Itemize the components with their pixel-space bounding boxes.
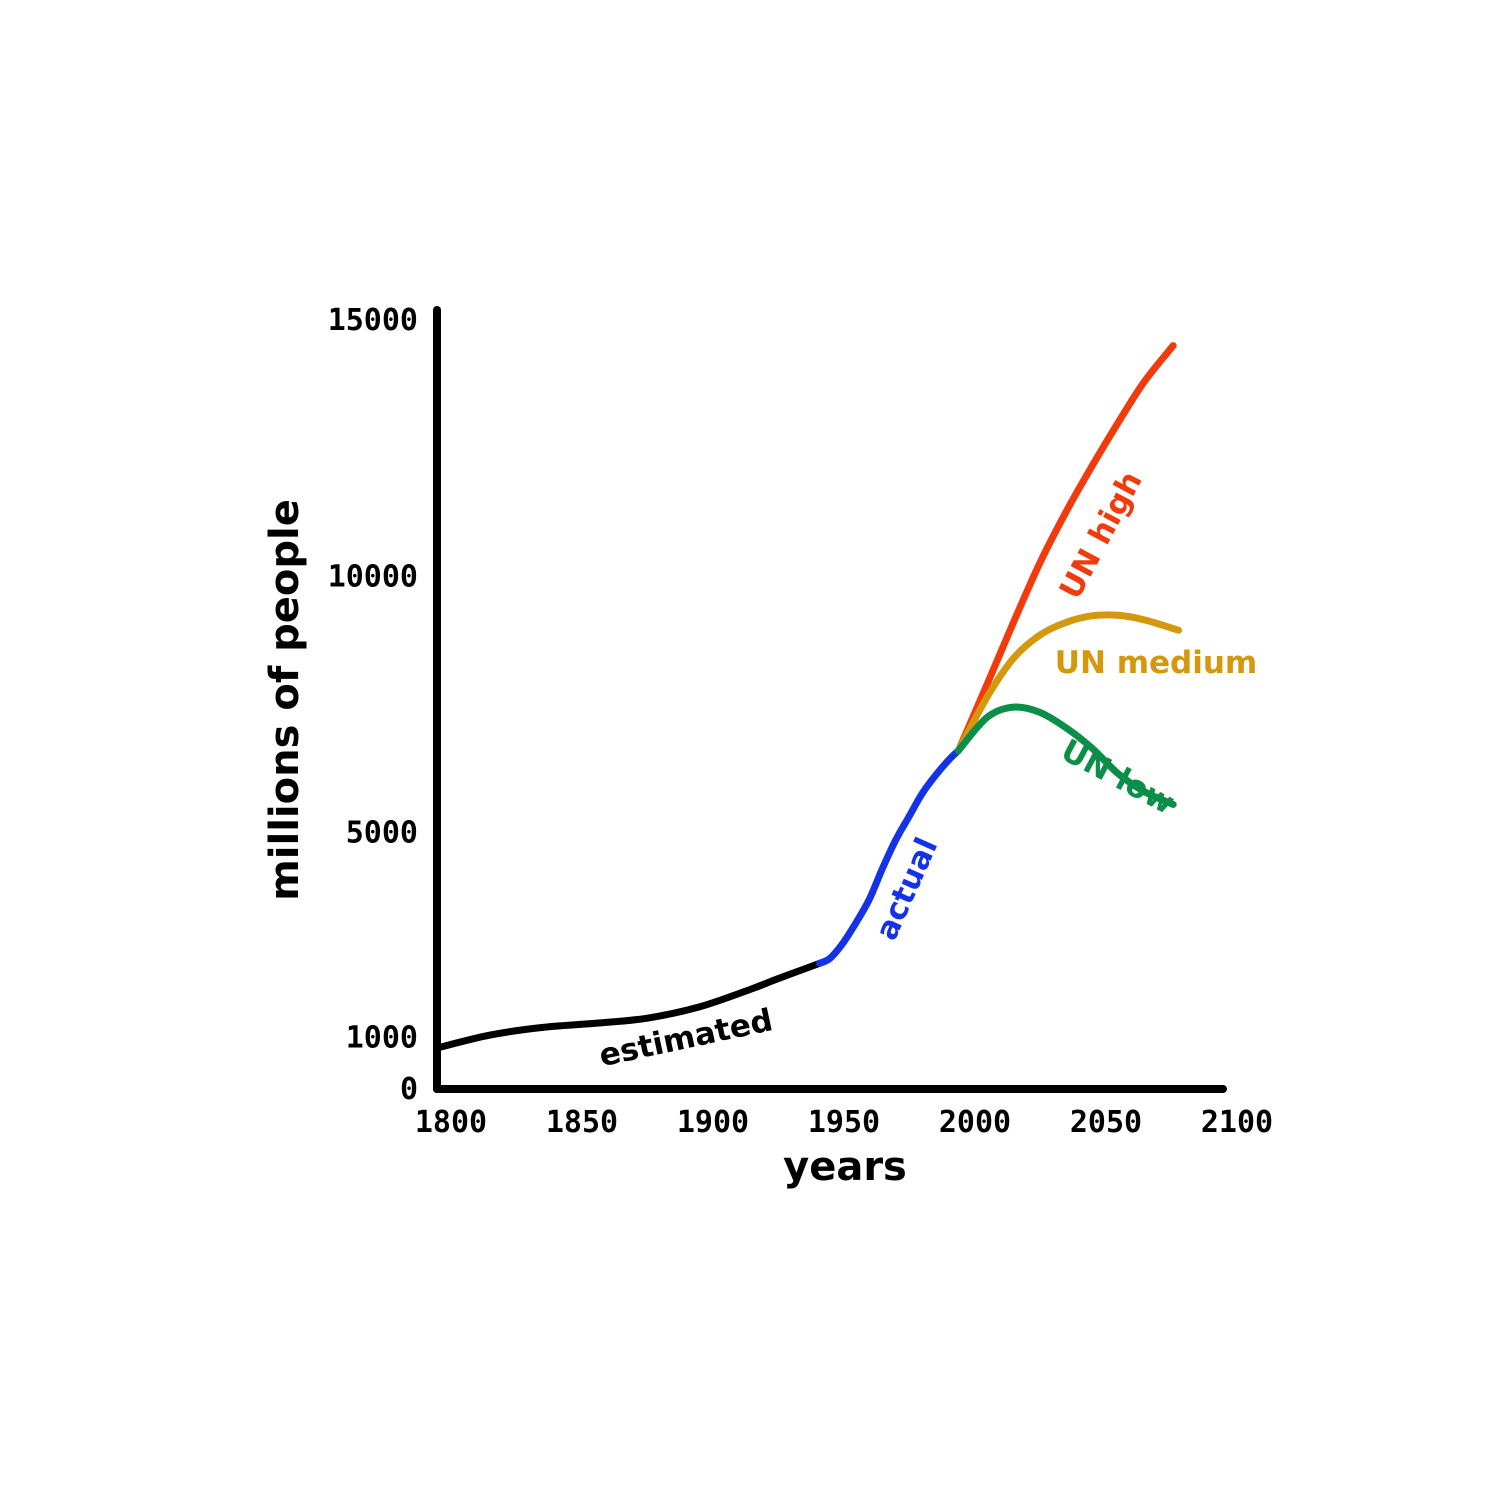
x-tick-label: 2100: [1201, 1105, 1273, 1140]
x-axis-title: years: [783, 1144, 907, 1190]
series-line-un-low: [954, 703, 1177, 808]
x-tick-label: 1900: [677, 1105, 749, 1140]
series-label-un-medium: UN medium: [1055, 645, 1257, 681]
y-tick-label: 0: [400, 1072, 418, 1107]
x-tick-label: 1800: [415, 1105, 487, 1140]
y-tick-label: 10000: [328, 559, 418, 594]
y-tick-labels: 0 1000 5000 10000 15000: [328, 303, 418, 1107]
y-tick-label: 1000: [346, 1021, 418, 1056]
series-line-actual: [816, 747, 962, 967]
x-tick-labels: 1800 1850 1900 1950 2000 2050 2100: [415, 1105, 1273, 1140]
series-line-estimated: [433, 959, 823, 1052]
y-tick-label: 5000: [346, 816, 418, 851]
series-label-un-low: UN low: [1055, 733, 1180, 822]
y-tick-label: 15000: [328, 303, 418, 338]
series-line-un-high: [954, 342, 1177, 755]
series-label-un-high: UN high: [1053, 466, 1150, 606]
series-label-actual: actual: [869, 832, 946, 945]
x-tick-label: 2000: [939, 1105, 1011, 1140]
x-tick-label: 2050: [1070, 1105, 1142, 1140]
x-tick-label: 1950: [808, 1105, 880, 1140]
series-line-un-medium: [954, 611, 1182, 755]
series-layer: [433, 342, 1182, 1052]
x-tick-label: 1850: [546, 1105, 618, 1140]
y-axis-title: millions of people: [262, 499, 308, 901]
